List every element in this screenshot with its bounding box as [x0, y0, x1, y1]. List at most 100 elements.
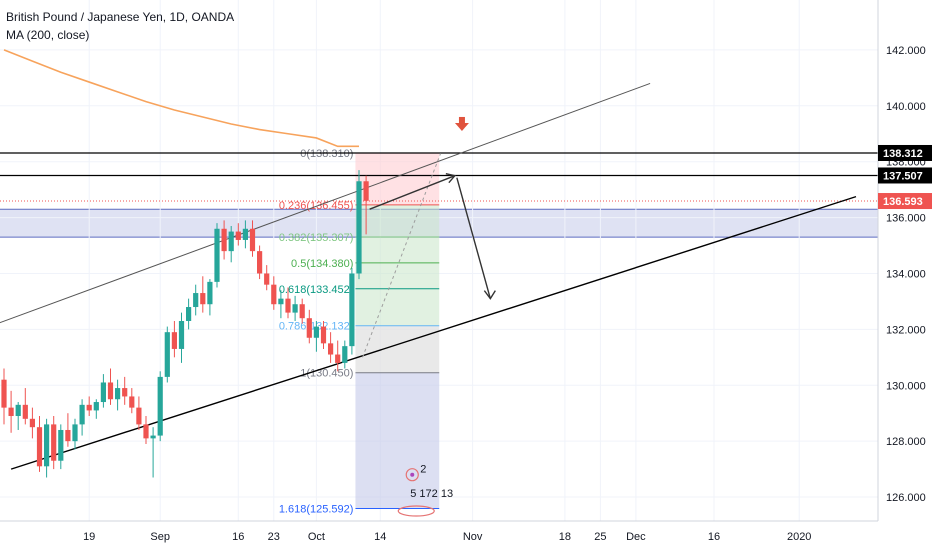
candle-body	[285, 298, 291, 313]
time-tick-label: 18	[559, 531, 571, 543]
cycle-label-bottom: 5 172 13	[410, 488, 453, 500]
candle-body	[164, 332, 170, 377]
fib-level-label: 0.382(135.307)	[279, 232, 354, 244]
candle-body	[186, 307, 192, 321]
candle-body	[15, 404, 21, 417]
candle-body	[278, 298, 284, 305]
candle-body	[8, 407, 14, 417]
candle-body	[363, 181, 369, 201]
cycle-ellipse-bottom	[397, 505, 435, 517]
indicator-label[interactable]: MA (200, close)	[6, 28, 90, 42]
candle-body	[129, 396, 135, 408]
candle-body	[249, 228, 256, 252]
candle-body	[320, 326, 327, 344]
candle-body	[257, 251, 263, 274]
fib-level-label: 0(138.310)	[300, 148, 353, 160]
candle-body	[200, 293, 206, 305]
arrow-up-path	[369, 175, 456, 210]
time-tick-label: 25	[594, 531, 606, 543]
candle-body	[292, 304, 298, 313]
price-tick-label: 140.000	[886, 101, 926, 113]
current-price-label: 136.593	[883, 196, 923, 208]
time-tick-label: 23	[268, 531, 280, 543]
price-tick-label: 142.000	[886, 45, 926, 57]
candle-body	[143, 424, 149, 439]
fib-zone-ext	[355, 372, 440, 509]
candle-body	[93, 402, 99, 411]
candle-body	[235, 231, 241, 240]
price-tick-label: 136.000	[886, 213, 926, 225]
candle-body	[44, 424, 50, 467]
time-tick-label: 16	[708, 531, 720, 543]
arrow-down-head	[483, 290, 496, 300]
candle-body	[79, 404, 85, 425]
time-tick-label: 14	[374, 531, 386, 543]
price-tick-label: 132.000	[886, 324, 926, 336]
candle-body	[122, 388, 128, 397]
fib-level-label: 1.618(125.592)	[279, 503, 354, 515]
candles-layer	[1, 170, 369, 478]
time-tick-label: Sep	[150, 531, 170, 543]
fib-zone-1	[355, 325, 440, 373]
candle-body	[328, 343, 334, 355]
arrow-down-path	[456, 177, 492, 299]
price-tick-label: 126.000	[886, 492, 926, 504]
time-tick-label: 2020	[787, 531, 811, 543]
time-tick-label: 16	[232, 531, 244, 543]
time-tick-label: Dec	[626, 531, 646, 543]
candle-body	[264, 273, 270, 285]
candle-body	[58, 429, 64, 461]
candle-body	[86, 404, 92, 411]
candle-body	[242, 228, 248, 240]
candle-body	[51, 424, 57, 461]
level-tag-label: 138.312	[883, 148, 923, 160]
level-tag-label: 137.507	[883, 170, 923, 182]
fib-zone-0	[355, 153, 440, 205]
channel-upper-line	[0, 82, 651, 324]
candle-body	[342, 346, 348, 363]
candle-body	[65, 429, 71, 442]
fib-level-label: 0.5(134.380)	[291, 258, 353, 270]
candle-body	[22, 404, 28, 419]
channel-lower-line	[10, 195, 857, 470]
candle-body	[193, 293, 199, 308]
candle-body	[207, 281, 213, 305]
grid-layer	[0, 0, 878, 521]
candle-body	[349, 273, 355, 347]
current-price-tag	[878, 193, 932, 210]
candle-body	[178, 320, 185, 349]
candle-body	[221, 228, 227, 252]
candle-body	[171, 332, 177, 349]
arrow-up-head	[445, 172, 457, 184]
time-tick-label: 19	[83, 531, 95, 543]
candle-body	[150, 435, 156, 439]
candle-body	[299, 304, 305, 319]
candle-body	[72, 424, 78, 442]
candle-body	[157, 376, 163, 436]
candle-body	[107, 382, 114, 400]
candle-body	[1, 379, 7, 408]
cycle-circle-top	[405, 468, 419, 482]
projection-dashed-line	[362, 153, 442, 358]
time-tick-label: Oct	[308, 531, 325, 543]
price-tick-label: 134.000	[886, 268, 926, 280]
candle-body	[313, 326, 319, 338]
fib-level-label: 1(130.450)	[300, 368, 353, 380]
drawing-layer: 2 5 172 13	[0, 49, 878, 517]
candle-body	[29, 418, 35, 428]
fib-level-label: 0.618(133.452)	[279, 284, 354, 296]
level-tag	[878, 167, 932, 184]
candle-body	[214, 228, 220, 282]
candle-body	[228, 231, 234, 252]
cycle-dot-top	[410, 472, 415, 477]
candle-body	[335, 354, 341, 363]
symbol-title[interactable]: British Pound / Japanese Yen, 1D, OANDA	[6, 10, 235, 24]
chart-legend: British Pound / Japanese Yen, 1D, OANDA …	[6, 8, 234, 44]
cycle-label-top: 2	[420, 464, 426, 476]
level-tag	[878, 144, 932, 161]
red-down-marker-icon	[454, 122, 469, 131]
candle-body	[271, 284, 277, 305]
